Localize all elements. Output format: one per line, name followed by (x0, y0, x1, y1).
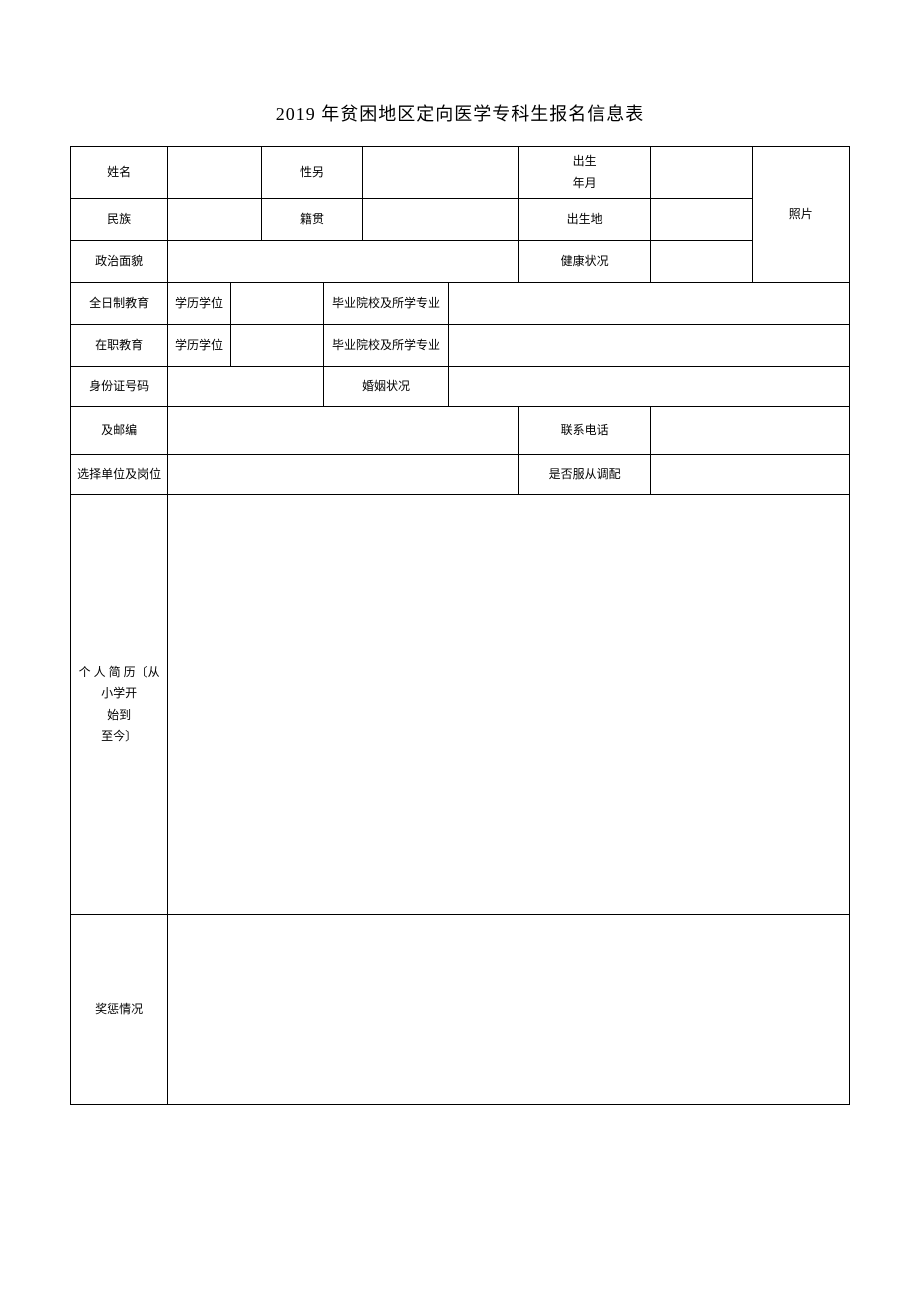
label-fulltime-edu: 全日制教育 (71, 283, 168, 325)
value-fulltime-school (448, 283, 849, 325)
label-origin: 籍贯 (261, 199, 362, 241)
label-degree-2: 学历学位 (168, 325, 230, 367)
label-gender: 性另 (261, 147, 362, 199)
label-postcode: 及邮编 (71, 407, 168, 455)
label-birth: 出生年月 (518, 147, 650, 199)
value-onjob-degree (230, 325, 323, 367)
label-name: 姓名 (71, 147, 168, 199)
label-grad-school-2: 毕业院校及所学专业 (324, 325, 449, 367)
label-photo: 照片 (752, 147, 849, 283)
value-id-number (168, 367, 324, 407)
value-position (168, 455, 519, 495)
page-title: 2019 年贫困地区定向医学专科生报名信息表 (70, 100, 850, 126)
value-health (651, 241, 752, 283)
label-ethnicity: 民族 (71, 199, 168, 241)
label-political: 政治面貌 (71, 241, 168, 283)
value-phone (651, 407, 850, 455)
value-gender (363, 147, 519, 199)
label-health: 健康状况 (518, 241, 650, 283)
label-obey: 是否服从调配 (518, 455, 650, 495)
label-marital: 婚姻状况 (324, 367, 449, 407)
label-grad-school-1: 毕业院校及所学专业 (324, 283, 449, 325)
value-resume (168, 495, 850, 915)
label-awards: 奖惩情况 (71, 915, 168, 1105)
registration-form-table: 姓名 性另 出生年月 照片 民族 籍贯 出生地 政治面貌 健康状况 全日制教育 … (70, 146, 850, 1105)
value-onjob-school (448, 325, 849, 367)
value-ethnicity (168, 199, 261, 241)
label-phone: 联系电话 (518, 407, 650, 455)
label-onjob-edu: 在职教育 (71, 325, 168, 367)
value-obey (651, 455, 850, 495)
label-birthplace: 出生地 (518, 199, 650, 241)
value-birth (651, 147, 752, 199)
value-marital (448, 367, 849, 407)
label-position: 选择单位及岗位 (71, 455, 168, 495)
label-resume: 个 人 简 历〔从小学开始到至今〕 (71, 495, 168, 915)
value-birthplace (651, 199, 752, 241)
value-fulltime-degree (230, 283, 323, 325)
value-name (168, 147, 261, 199)
label-degree-1: 学历学位 (168, 283, 230, 325)
value-awards (168, 915, 850, 1105)
value-postcode (168, 407, 519, 455)
value-political (168, 241, 519, 283)
value-origin (363, 199, 519, 241)
label-id-number: 身份证号码 (71, 367, 168, 407)
